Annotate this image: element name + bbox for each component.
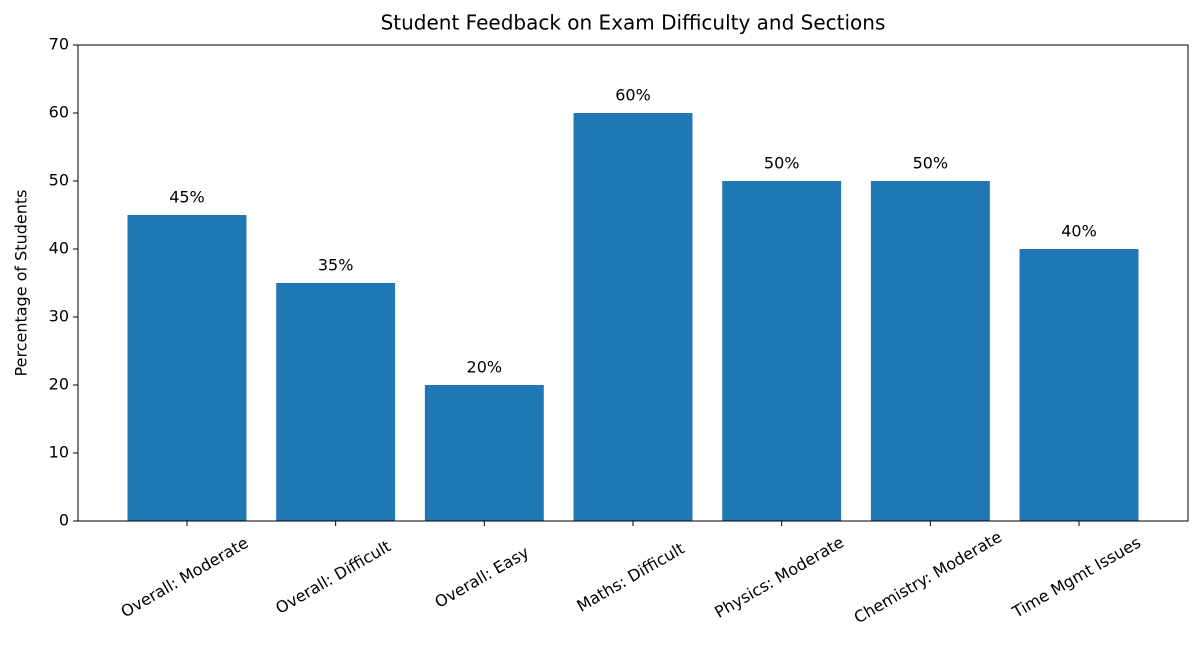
y-tick-label: 20 [49,375,69,394]
x-tick-label: Maths: Difficult [573,539,687,616]
y-tick-label: 40 [49,239,69,258]
value-label: 45% [169,188,205,207]
y-axis-label: Percentage of Students [12,190,31,377]
plot-frame [77,44,1189,522]
value-label: 40% [1061,222,1097,241]
x-tick-label: Time Mgmt Issues [1008,533,1144,622]
bar [127,215,247,521]
value-label: 50% [913,154,949,173]
value-label: 60% [615,86,651,105]
bar [722,181,842,521]
y-tick-label: 60 [49,103,69,122]
bar [870,181,990,521]
value-label: 35% [318,256,354,275]
x-tick-label: Overall: Easy [431,543,532,612]
y-tick-label: 50 [49,171,69,190]
bar [276,283,396,521]
value-label: 50% [764,154,800,173]
y-tick-label: 10 [49,443,69,462]
x-tick-label: Overall: Difficult [272,537,394,618]
chart-title: Student Feedback on Exam Difficulty and … [381,11,886,35]
x-tick-label: Physics: Moderate [711,532,847,621]
y-tick-label: 30 [49,307,69,326]
bar [573,113,693,521]
x-tick-label: Overall: Moderate [117,533,251,621]
x-tick-label: Chemistry: Moderate [851,527,1005,627]
bar [1019,249,1139,521]
y-tick-label: 0 [59,511,69,530]
value-label: 20% [467,358,503,377]
y-tick-label: 70 [49,35,69,54]
bar [424,385,544,521]
